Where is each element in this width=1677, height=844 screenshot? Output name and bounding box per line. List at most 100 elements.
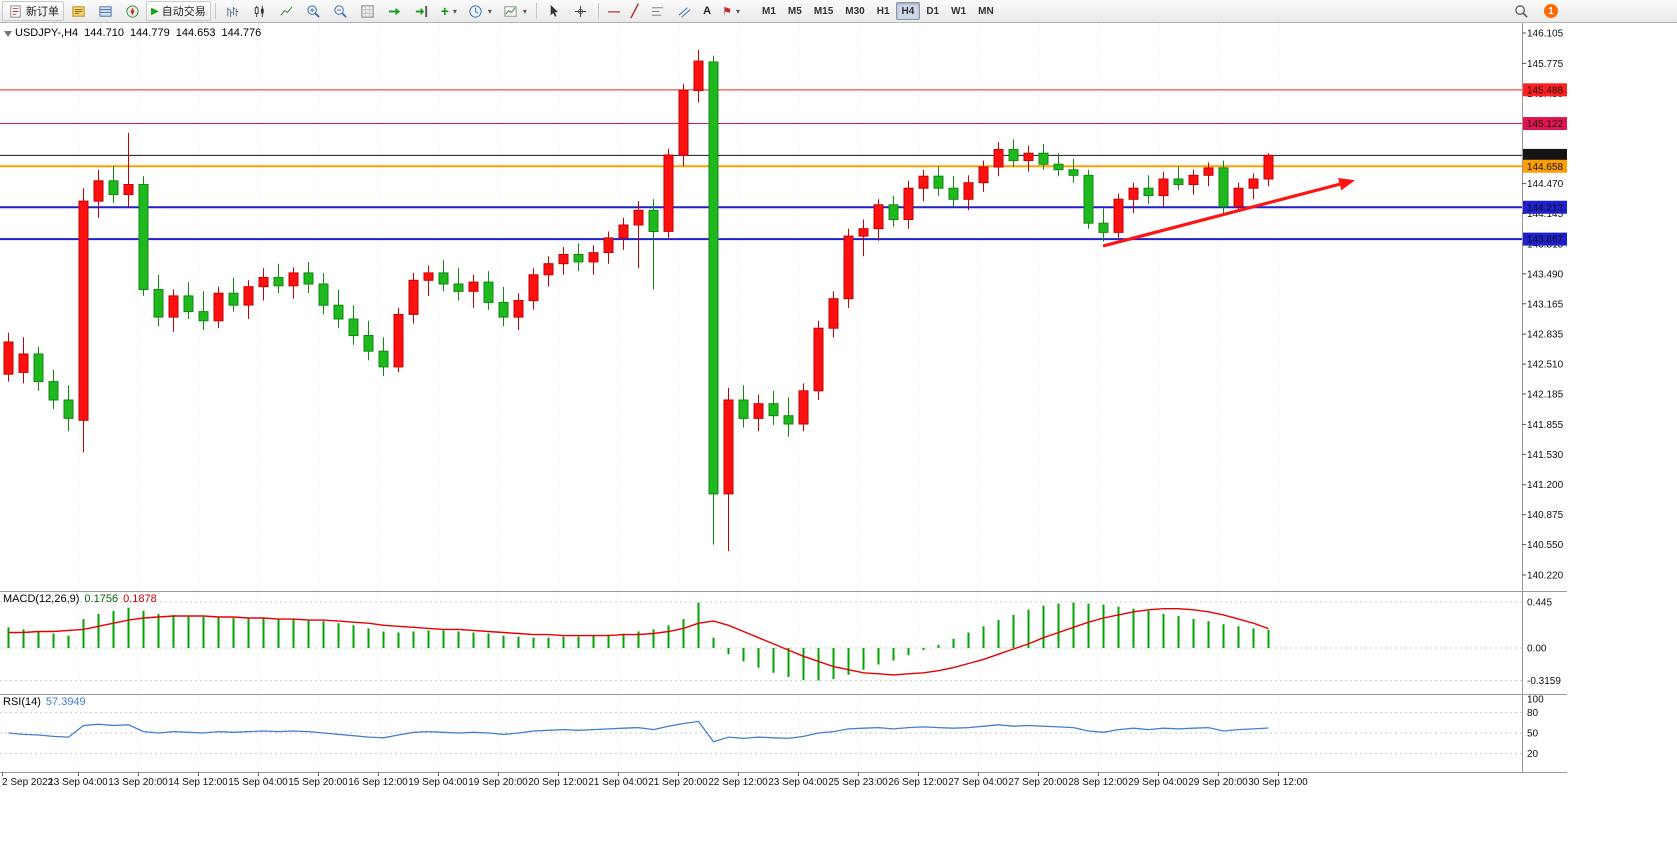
toolbar-right: 1	[1508, 0, 1558, 22]
macd-axis-label: 0.00	[1527, 644, 1547, 655]
clock-icon	[468, 3, 484, 19]
zoom-in-button[interactable]	[301, 1, 327, 21]
candle-body	[228, 292, 239, 306]
auto-scroll-icon	[387, 3, 403, 19]
candle-body	[213, 292, 224, 322]
arrows-tool-button[interactable]: ⚑ ▾	[717, 1, 745, 21]
candle-body	[153, 289, 164, 318]
data-window-button[interactable]	[92, 1, 118, 21]
autotrade-button[interactable]: ▶ 自动交易	[146, 1, 211, 21]
tf-d1[interactable]: D1	[920, 2, 945, 20]
horizontal-line-tool-button[interactable]: —	[603, 1, 625, 21]
candle-body	[873, 204, 884, 230]
market-watch-button[interactable]	[65, 1, 91, 21]
tf-m5[interactable]: M5	[782, 2, 808, 20]
navigator-button[interactable]	[119, 1, 145, 21]
candle-body	[333, 304, 344, 320]
notification-badge[interactable]: 1	[1544, 4, 1558, 18]
tf-mn[interactable]: MN	[972, 2, 1000, 20]
price-badge	[1523, 148, 1567, 162]
auto-scroll-button[interactable]	[382, 1, 408, 21]
fibonacci-tool-button[interactable]	[644, 1, 670, 21]
time-axis-label[interactable]: 21 Sep 20:00	[648, 777, 708, 788]
time-axis-label[interactable]: 28 Sep 12:00	[1068, 777, 1128, 788]
market-watch-icon	[70, 3, 86, 19]
price-badge-label: 144.658	[1527, 162, 1564, 173]
grid-button[interactable]	[355, 1, 381, 21]
time-axis-label[interactable]: 26 Sep 12:00	[888, 777, 948, 788]
time-axis-label[interactable]: 15 Sep 04:00	[228, 777, 288, 788]
rsi-axis-label: 50	[1527, 729, 1539, 740]
tf-w1[interactable]: W1	[945, 2, 972, 20]
one-click-trading-toggle[interactable]	[4, 31, 12, 37]
candlestick-chart-button[interactable]	[247, 1, 273, 21]
channel-tool-button[interactable]	[671, 1, 697, 21]
time-axis-label[interactable]: 25 Sep 23:00	[828, 777, 888, 788]
time-axis-label[interactable]: 20 Sep 12:00	[528, 777, 588, 788]
candle-body	[783, 415, 794, 425]
time-axis-label[interactable]: 21 Sep 04:00	[588, 777, 648, 788]
zoom-out-button[interactable]	[328, 1, 354, 21]
candle-body	[3, 341, 14, 375]
search-button[interactable]	[1508, 1, 1534, 21]
candle-body	[1248, 178, 1259, 189]
price-axis-label: 146.105	[1527, 29, 1564, 40]
trendline-tool-button[interactable]: ╱	[626, 1, 643, 21]
periods-button[interactable]: ▾	[463, 1, 497, 21]
time-axis-label[interactable]: 29 Sep 04:00	[1128, 777, 1188, 788]
trend-arrow[interactable]	[1102, 178, 1356, 248]
new-order-button[interactable]: 新订单	[2, 1, 64, 21]
candle-body	[798, 390, 809, 425]
candle-body	[813, 327, 824, 392]
close-value: 144.776	[221, 27, 262, 39]
tf-h1[interactable]: H1	[871, 2, 896, 20]
price-badge	[1523, 200, 1567, 214]
tf-m15[interactable]: M15	[808, 2, 839, 20]
candle-body	[48, 381, 59, 401]
time-axis-label[interactable]: 30 Sep 12:00	[1248, 777, 1308, 788]
time-axis-label[interactable]: 19 Sep 20:00	[468, 777, 528, 788]
candle-body	[903, 187, 914, 220]
macd-main-value: 0.1756	[84, 593, 119, 605]
line-chart-button[interactable]	[274, 1, 300, 21]
time-axis-label[interactable]: 27 Sep 20:00	[1008, 777, 1068, 788]
tf-m1[interactable]: M1	[756, 2, 782, 20]
time-axis-label[interactable]: 19 Sep 04:00	[408, 777, 468, 788]
candle-body	[78, 200, 89, 421]
text-tool-button[interactable]: A	[698, 1, 716, 21]
time-axis-label[interactable]: 29 Sep 20:00	[1188, 777, 1248, 788]
candle-body	[513, 300, 524, 318]
crosshair-tool-button[interactable]	[568, 1, 594, 21]
indicators-button[interactable]: + ▾	[436, 1, 462, 21]
tf-h4[interactable]: H4	[895, 2, 921, 20]
time-axis-label[interactable]: 13 Sep 04:00	[48, 777, 108, 788]
time-axis-label[interactable]: 2 Sep 2022	[2, 777, 54, 788]
chart-header: USDJPY-,H4 144.710 144.779 144.653 144.776	[15, 27, 267, 39]
time-axis-label[interactable]: 22 Sep 12:00	[708, 777, 768, 788]
time-axis-label[interactable]: 13 Sep 20:00	[108, 777, 168, 788]
chart-shift-button[interactable]	[409, 1, 435, 21]
candle-body	[483, 281, 494, 303]
candle-body	[918, 175, 929, 189]
bar-chart-button[interactable]	[220, 1, 246, 21]
time-axis-label[interactable]: 27 Sep 04:00	[948, 777, 1008, 788]
high-value: 144.779	[129, 27, 170, 39]
cursor-tool-button[interactable]	[541, 1, 567, 21]
tf-m30[interactable]: M30	[839, 2, 870, 20]
templates-button[interactable]: ▾	[498, 1, 532, 21]
time-axis-label[interactable]: 23 Sep 04:00	[768, 777, 828, 788]
candle-body	[1098, 222, 1109, 233]
candle-body	[1188, 174, 1199, 186]
time-axis-label[interactable]: 14 Sep 12:00	[168, 777, 228, 788]
time-axis-label[interactable]: 15 Sep 20:00	[288, 777, 348, 788]
rsi-axis-label: 100	[1527, 695, 1544, 706]
candle-body	[1113, 198, 1124, 233]
macd-axis-label: 0.445	[1527, 598, 1552, 609]
time-axis-label[interactable]: 16 Sep 12:00	[348, 777, 408, 788]
rsi-line	[8, 720, 1269, 743]
autotrade-label: 自动交易	[161, 6, 206, 18]
open-value: 144.710	[84, 27, 124, 39]
price-badge-label: 143.867	[1527, 235, 1564, 246]
